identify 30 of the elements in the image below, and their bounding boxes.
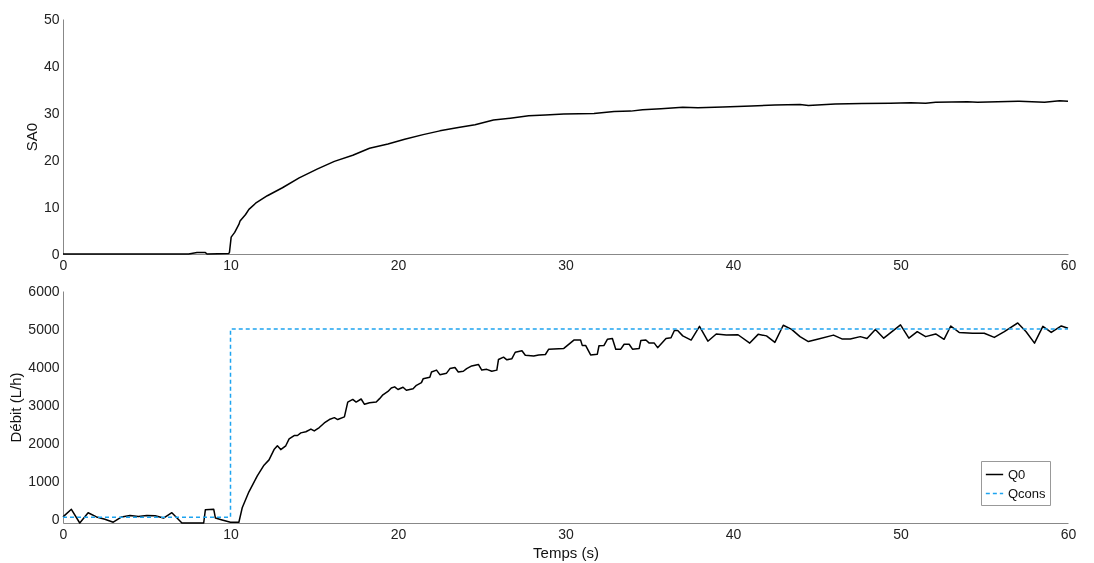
legend-label: Qcons (1008, 485, 1047, 501)
x-tick-label: 40 (725, 256, 742, 273)
y-axis-title: Débit (L/h) (7, 372, 25, 443)
x-axis-title: Temps (s) (533, 543, 599, 561)
x-tick-label: 50 (893, 256, 909, 273)
x-tick-label: 60 (1060, 525, 1077, 542)
y-tick-label: 2000 (28, 434, 60, 451)
y-tick-label: 4000 (28, 358, 60, 375)
x-tick-label: 10 (223, 256, 239, 273)
x-tick-label: 20 (390, 256, 407, 273)
y-tick-label: 1000 (28, 472, 60, 489)
y-axis-title: SA0 (22, 122, 40, 152)
x-tick-label: 50 (893, 525, 909, 542)
x-tick-label: 60 (1060, 256, 1077, 273)
x-tick-label: 10 (223, 525, 239, 542)
y-tick-label: 20 (43, 151, 60, 168)
x-tick-label: 40 (725, 525, 742, 542)
x-tick-label: 30 (558, 256, 574, 273)
y-tick-label: 0 (51, 510, 60, 527)
y-tick-label: 5000 (28, 320, 60, 337)
y-tick-label: 6000 (28, 282, 60, 299)
y-tick-label: 40 (43, 57, 60, 74)
y-tick-label: 10 (43, 198, 60, 215)
legend-label: Q0 (1008, 466, 1026, 482)
y-tick-label: 30 (43, 104, 60, 121)
y-tick-label: 3000 (28, 396, 60, 413)
y-tick-label: 0 (51, 245, 60, 262)
x-tick-label: 30 (558, 525, 574, 542)
x-tick-label: 20 (390, 525, 407, 542)
y-tick-label: 50 (43, 10, 60, 27)
